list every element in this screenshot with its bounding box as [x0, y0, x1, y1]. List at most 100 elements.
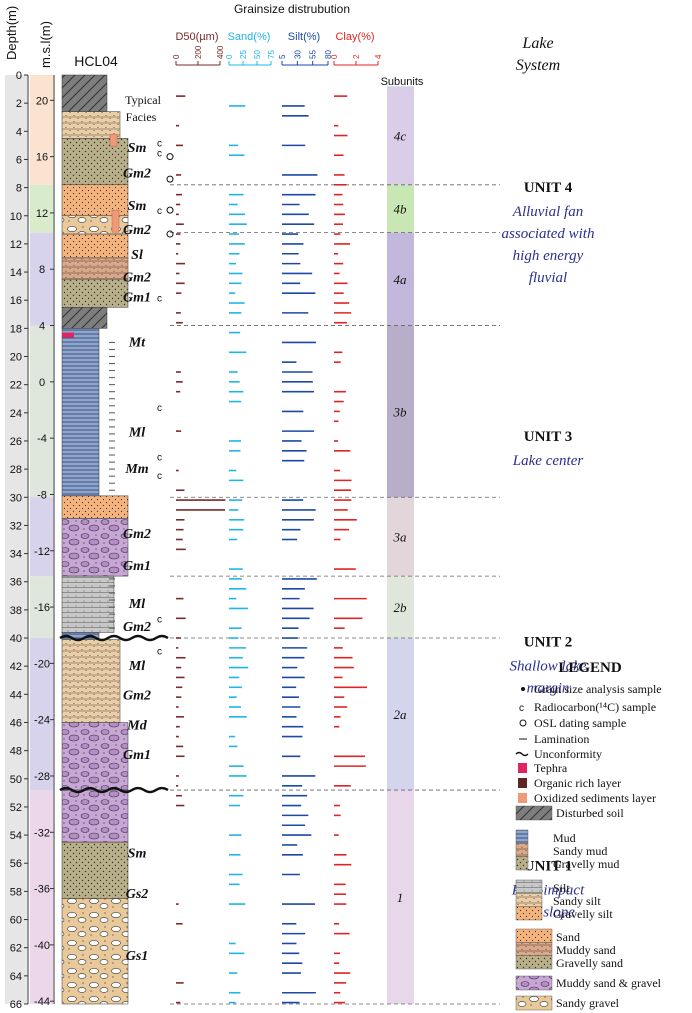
depth-tick-label: 58 — [10, 886, 22, 898]
facies-label-Ml: Ml — [128, 659, 145, 674]
facies-labels: Sm Gm2 Sm Gm2 Sl Gm2 Gm1 Mt Ml Mm Gm2 Gm1 Ml Gm2 Ml Gm2… — [123, 141, 151, 964]
core-layer-17 — [61, 841, 129, 899]
depth-tick-label: 32 — [10, 520, 22, 532]
depth-color-bands — [5, 75, 53, 1004]
subunit-boundaries — [170, 184, 500, 1005]
unit-title-3: UNIT 1 — [524, 858, 573, 874]
legend-radiocarbon-icon: c — [519, 703, 524, 714]
core-layer-10 — [61, 495, 129, 519]
legend-lithology-swatch — [515, 928, 553, 943]
facies-label-Gm2: Gm2 — [123, 689, 151, 704]
legend-lithology-swatch — [515, 995, 553, 1011]
grain-tick-label: 75 — [267, 50, 276, 59]
msl-tick-label: -36 — [34, 884, 50, 896]
unit-title-2: UNIT 2 — [524, 634, 573, 650]
msl-tick-label: -12 — [34, 546, 50, 558]
depth-tick-label: 2 — [16, 98, 22, 110]
unit-description-line: associated with — [502, 226, 595, 242]
unit-description-line: fluvial — [529, 270, 567, 286]
depth-tick-label: 62 — [10, 943, 22, 955]
oxidized-marker — [109, 133, 118, 147]
msl-tick-label: -8 — [37, 489, 47, 501]
depth-tick-label: 50 — [10, 774, 22, 786]
grain-tick-label: 400 — [216, 45, 225, 59]
subunit-label-3b: 3b — [393, 404, 408, 419]
depth-band-2 — [30, 232, 53, 326]
osl-sample-marker — [166, 153, 174, 161]
legend-color-label: Tephra — [534, 761, 568, 775]
depth-tick-label: 22 — [10, 380, 22, 392]
core-layer-5 — [61, 233, 129, 259]
subunit-band-4b — [387, 184, 414, 233]
facies-label-Gm2: Gm2 — [123, 620, 151, 635]
msl-tick-label: -28 — [34, 771, 50, 783]
legend-lithology-label: Mud — [553, 831, 576, 845]
unit-title-0: UNIT 4 — [524, 180, 573, 196]
legend-symbol-label: Grain size analysis sample — [534, 682, 662, 696]
grain-tick-label: 4 — [374, 54, 383, 59]
radiocarbon-sample-marker: c — [157, 293, 162, 304]
core-layer-12 — [61, 575, 115, 633]
msl-tick-label: -24 — [34, 715, 50, 727]
subunit-band-1 — [387, 790, 414, 1004]
legend-lithology-label: Gravelly mud — [553, 857, 619, 871]
depth-tick-label: 66 — [10, 999, 22, 1011]
legend-lithology-swatch — [515, 906, 543, 921]
tephra-marker — [62, 332, 74, 338]
depth-tick-label: 60 — [10, 915, 22, 927]
depth-tick-label: 54 — [10, 830, 22, 842]
core-name: HCL04 — [74, 53, 118, 69]
msl-tick-label: 0 — [39, 377, 45, 389]
depth-tick-label: 18 — [10, 323, 22, 335]
msl-tick-label: -16 — [34, 602, 50, 614]
grain-tick-label: 5 — [278, 54, 287, 59]
legend-lithology-label: Muddy sand — [556, 943, 616, 957]
msl-tick-label: 20 — [36, 95, 48, 107]
legend-lithology-swatch — [515, 805, 553, 821]
facies-label-Sl: Sl — [131, 248, 143, 263]
depth-tick-label: 38 — [10, 605, 22, 617]
grain-tick-label: 0 — [225, 54, 234, 59]
legend-lithology-label: Muddy sand & gravel — [556, 976, 662, 990]
radiocarbon-sample-marker: c — [157, 403, 162, 414]
subunit-label-3a: 3a — [393, 530, 408, 545]
legend-color-label: Organic rich layer — [534, 776, 621, 790]
depth-tick-label: 6 — [16, 154, 22, 166]
subunit-label-2b: 2b — [394, 600, 408, 615]
core-layer-16 — [61, 789, 129, 843]
grain-tick-label: 200 — [194, 45, 203, 59]
depth-tick-label: 46 — [10, 717, 22, 729]
legend-symbol-label: Lamination — [534, 732, 589, 746]
depth-tick-label: 0 — [16, 70, 22, 82]
grain-tick-label: 30 — [293, 50, 302, 59]
depth-axis-track — [5, 75, 27, 1004]
osl-sample-marker — [166, 206, 174, 214]
unit-description-line: Alluvial fan — [512, 204, 583, 220]
facies-label-Gm2: Gm2 — [123, 167, 151, 182]
grain-tick-label: 25 — [239, 50, 248, 59]
subunit-column: 4c 4b 4a 3b 3a 2b 2a 1 — [387, 86, 414, 1004]
depth-tick-label: 10 — [10, 211, 22, 223]
facies-label-Ml: Ml — [128, 426, 145, 441]
core-layer-0 — [61, 74, 108, 112]
facies-label-Sm: Sm — [128, 141, 147, 156]
grain-tick-label: 2 — [352, 54, 361, 59]
typical-facies-line2: Facies — [126, 110, 157, 124]
msl-axis-label: m.s.l(m) — [38, 21, 53, 68]
lake-system-line1: Lake — [521, 35, 553, 52]
msl-tick-label: -4 — [37, 433, 47, 445]
facies-label-Md: Md — [126, 718, 147, 733]
depth-tick-label: 30 — [10, 492, 22, 504]
depth-tick-label: 8 — [16, 183, 22, 195]
depth-band-5 — [30, 576, 53, 639]
grain-tick-label: 80 — [324, 50, 333, 59]
legend-lithology-label: Silt — [553, 881, 570, 895]
legend-osl-icon — [519, 719, 527, 727]
depth-tick-label: 42 — [10, 661, 22, 673]
depth-band-3 — [30, 325, 53, 498]
unit-title-1: UNIT 3 — [524, 429, 573, 445]
subunit-band-2b — [387, 576, 414, 639]
grain-tick-label: 0 — [330, 54, 339, 59]
depth-band-0 — [30, 75, 53, 185]
